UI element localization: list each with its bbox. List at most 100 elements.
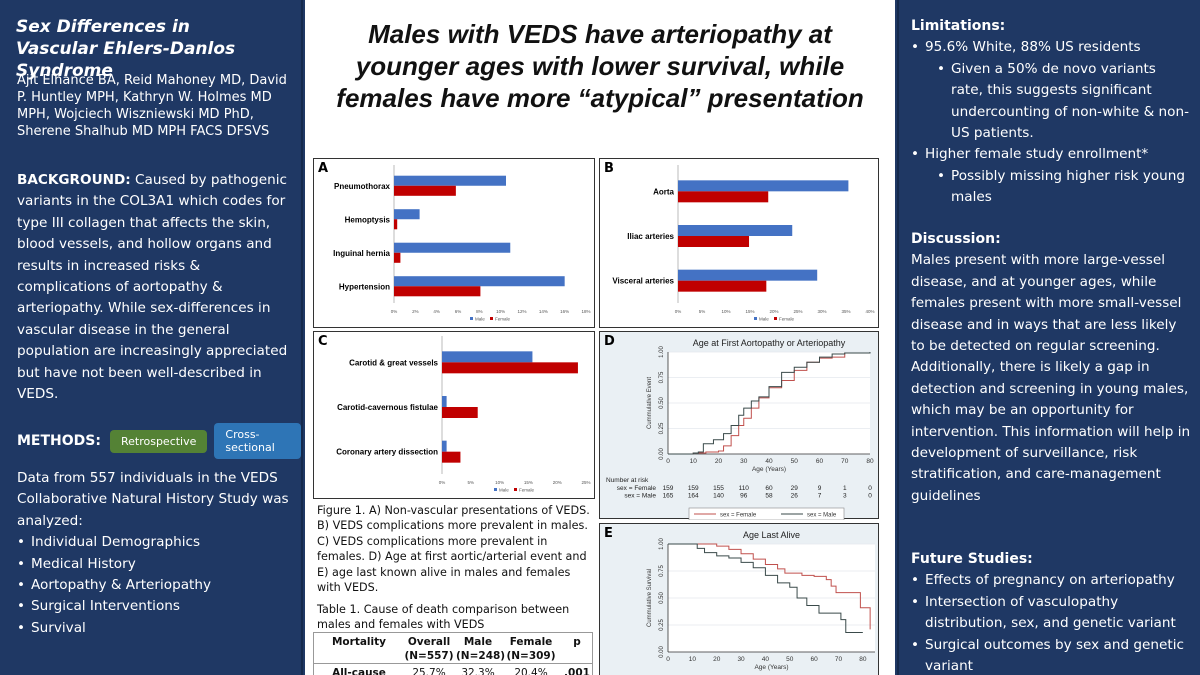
- x-tick-label: 5%: [699, 309, 706, 314]
- left-column: Sex Differences in Vascular Ehlers-Danlo…: [0, 0, 303, 675]
- x-tick-label: 25%: [581, 480, 590, 485]
- x-tick-label: 50: [791, 458, 799, 465]
- y-tick-label: 0.50: [659, 592, 665, 604]
- legend-label-female: sex = Female: [720, 513, 757, 519]
- header-subcell: (N=248): [456, 650, 506, 662]
- legend-swatch-female: [514, 488, 517, 491]
- legend-swatch-female: [490, 317, 493, 320]
- x-tick-label: 0%: [675, 309, 682, 314]
- x-tick-label: 60: [811, 656, 819, 663]
- list-item: 95.6% White, 88% US residents Given a 50…: [911, 37, 1191, 144]
- list-item: Intersection of vasculopathy distributio…: [911, 592, 1191, 635]
- risk-value: 164: [688, 493, 699, 500]
- methods-label: METHODS:: [17, 433, 101, 449]
- risk-value: 60: [765, 485, 773, 492]
- chart-b: Aorta Iliac arteries Visceral arteries 0% 5%…: [612, 165, 875, 322]
- bar-male: [678, 269, 818, 281]
- bar-male: [394, 276, 565, 287]
- chart-a: Pneumothorax Hemoptysis Inguinal hernia Hyp…: [333, 165, 591, 322]
- bar-female: [442, 362, 578, 374]
- risk-value: 3: [843, 493, 847, 500]
- category-label: Pneumothorax: [334, 182, 391, 191]
- x-tick-label: 40: [765, 458, 773, 465]
- panel-letter: E: [604, 526, 613, 541]
- table-cell: 32.3%: [461, 667, 495, 675]
- x-tick-label: 10: [689, 656, 697, 663]
- x-tick-label: 30%: [817, 309, 826, 314]
- future-studies-section: Future Studies: Effects of pregnancy on …: [911, 549, 1191, 675]
- x-tick-label: 20%: [769, 309, 778, 314]
- x-tick-label: 0: [666, 656, 670, 663]
- bar-female: [394, 219, 398, 230]
- header-subcell: (N=557): [404, 650, 454, 662]
- bar-male: [442, 440, 447, 452]
- panel-c: Carotid & great vessels Carotid-cavernous…: [313, 331, 595, 499]
- legend-label-male: sex = Male: [807, 513, 837, 519]
- risk-value: 9: [818, 485, 822, 492]
- panel-letter: A: [318, 161, 329, 176]
- x-tick-label: 25%: [793, 309, 802, 314]
- bar-male: [442, 351, 533, 363]
- x-tick-label: 40: [762, 656, 770, 663]
- bar-female: [678, 191, 769, 203]
- main-title: Males with VEDS have arteriopathy at you…: [336, 19, 864, 113]
- list-item: Aortopathy & Arteriopathy: [17, 575, 297, 597]
- panel-b: Aorta Iliac arteries Visceral arteries 0% 5%…: [599, 158, 879, 328]
- legend-swatch-male: [470, 317, 473, 320]
- sub-list: Possibly missing higher risk young males: [937, 166, 1191, 209]
- risk-value: 29: [791, 485, 799, 492]
- bar-female: [394, 252, 401, 263]
- limitations-list: 95.6% White, 88% US residents Given a 50…: [911, 37, 1191, 208]
- figure-caption: Figure 1. A) Non-vascular presentations …: [317, 504, 590, 595]
- list-item: Surgical Interventions: [17, 596, 297, 618]
- methods-section: METHODS: Retrospective Cross-sectional: [17, 423, 301, 459]
- x-axis-label: Age (Years): [752, 466, 786, 473]
- panel-a: Pneumothorax Hemoptysis Inguinal hernia Hyp…: [313, 158, 595, 328]
- bar-female: [442, 407, 478, 418]
- panel-letter: B: [604, 161, 614, 176]
- panel-letter: C: [318, 334, 328, 349]
- mortality-table: Mortality Overall Male Female p (N=557) …: [313, 632, 593, 675]
- legend-label-female: Female: [519, 488, 535, 493]
- data-list: Individual Demographics Medical History …: [17, 532, 297, 639]
- limitations-section: Limitations: 95.6% White, 88% US residen…: [911, 16, 1191, 209]
- category-label: Carotid-cavernous fistulae: [337, 403, 438, 412]
- bar-female: [394, 185, 456, 196]
- risk-table-label: Number at risk: [606, 477, 649, 484]
- x-tick-label: 30: [737, 656, 745, 663]
- legend-label-male: Male: [475, 317, 485, 322]
- legend-label-male: Male: [759, 317, 769, 322]
- discussion-title: Discussion:: [911, 231, 1001, 247]
- bar-male: [394, 209, 420, 220]
- risk-value: 110: [739, 485, 750, 492]
- legend-box: [688, 507, 845, 520]
- chart-e: Age Last Alive 0.00 0.25 0.50 0.75 1.00 0 10 20 3…: [647, 530, 875, 671]
- x-tick-label: 16%: [560, 309, 569, 314]
- x-tick-label: 50: [786, 656, 794, 663]
- y-tick-label: 1.00: [659, 346, 665, 358]
- x-tick-label: 20%: [553, 480, 562, 485]
- discussion-text: Males present with more large-vessel dis…: [911, 252, 1191, 504]
- header-cell: Mortality: [331, 636, 386, 648]
- poster-title-line1: Sex Differences in: [16, 17, 190, 37]
- list-item: Higher female study enrollment* Possibly…: [911, 144, 1191, 208]
- risk-value: 26: [791, 493, 799, 500]
- background-label: BACKGROUND:: [17, 172, 131, 188]
- x-tick-label: 60: [816, 458, 824, 465]
- x-tick-label: 20: [715, 458, 723, 465]
- risk-value: 0: [868, 485, 872, 492]
- risk-value: 1: [843, 485, 847, 492]
- y-tick-label: 0.00: [659, 448, 665, 460]
- x-tick-label: 14%: [539, 309, 548, 314]
- table-caption: Table 1. Cause of death comparison betwe…: [317, 603, 570, 631]
- bar-male: [394, 242, 511, 253]
- bar-male: [678, 180, 849, 192]
- y-axis-label: Cummulative Event: [647, 377, 653, 429]
- table-header: Mortality Overall Male Female p (N=557) …: [314, 633, 592, 664]
- table-cell: All-cause: [332, 667, 386, 675]
- x-tick-label: 0: [666, 458, 670, 465]
- table-cell: .001: [564, 667, 590, 675]
- panel-letter: D: [604, 334, 615, 349]
- x-tick-label: 20: [713, 656, 721, 663]
- category-label: Coronary artery dissection: [336, 448, 438, 457]
